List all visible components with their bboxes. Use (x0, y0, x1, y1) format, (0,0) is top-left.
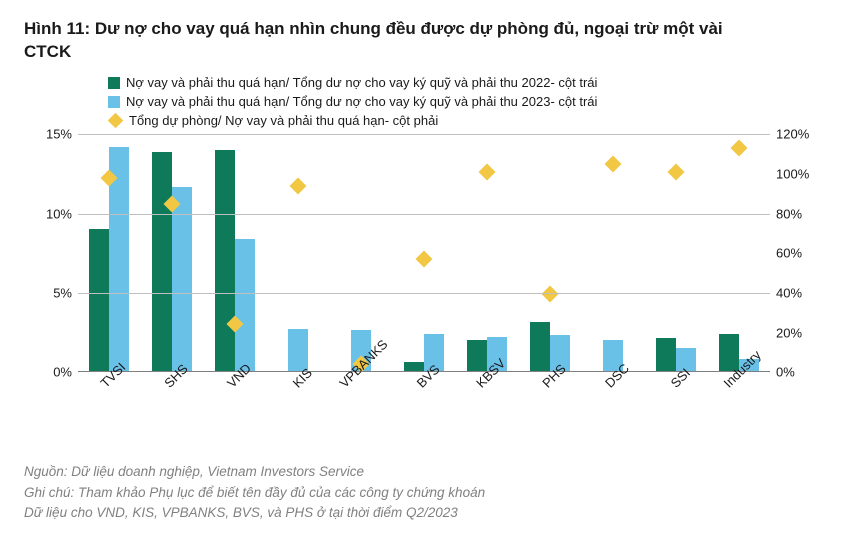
bar-2022 (215, 150, 235, 371)
y-right-tick: 60% (776, 246, 816, 261)
title-line-2: CTCK (24, 42, 71, 61)
plot-area (78, 134, 770, 372)
legend-item-3: Tổng dự phòng/ Nợ vay và phải thu quá hạ… (108, 112, 824, 131)
y-right-tick: 20% (776, 325, 816, 340)
legend-swatch-bar1 (108, 77, 120, 89)
footer-notes: Nguồn: Dữ liệu doanh nghiệp, Vietnam Inv… (24, 462, 485, 523)
x-axis-labels: TVSISHSVNDKISVPBANKSBVSKBSVPHSDSCSSIIndu… (78, 374, 770, 434)
y-left-tick: 15% (32, 127, 72, 142)
marker-diamond (730, 140, 747, 157)
legend-item-2: Nợ vay và phải thu quá hạn/ Tổng dư nợ c… (108, 93, 824, 112)
y-right-tick: 100% (776, 167, 816, 182)
footer-line-3: Dữ liệu cho VND, KIS, VPBANKS, BVS, và P… (24, 503, 485, 523)
marker-diamond (604, 156, 621, 173)
category-industry (707, 134, 770, 371)
y-right-tick: 80% (776, 206, 816, 221)
legend-swatch-bar2 (108, 96, 120, 108)
bar-2022 (152, 152, 172, 372)
chart-title: Hình 11: Dư nợ cho vay quá hạn nhìn chun… (24, 18, 824, 64)
gridline (78, 214, 770, 215)
category-tvsi (78, 134, 141, 371)
legend: Nợ vay và phải thu quá hạn/ Tổng dư nợ c… (108, 74, 824, 131)
y-right-tick: 40% (776, 286, 816, 301)
y-left-tick: 5% (32, 286, 72, 301)
legend-label-1: Nợ vay và phải thu quá hạn/ Tổng dư nợ c… (126, 74, 597, 93)
footer-line-1: Nguồn: Dữ liệu doanh nghiệp, Vietnam Inv… (24, 462, 485, 482)
y-left-tick: 10% (32, 206, 72, 221)
legend-item-1: Nợ vay và phải thu quá hạn/ Tổng dư nợ c… (108, 74, 824, 93)
category-kis (267, 134, 330, 371)
gridline (78, 293, 770, 294)
footer-line-2: Ghi chú: Tham khảo Phụ lục để biết tên đ… (24, 483, 485, 503)
bar-2022 (656, 338, 676, 371)
x-label: KIS (267, 374, 330, 434)
x-label: PHS (518, 374, 581, 434)
bar-2022 (89, 229, 109, 371)
title-line-1: Hình 11: Dư nợ cho vay quá hạn nhìn chun… (24, 19, 723, 38)
marker-diamond (667, 163, 684, 180)
category-dsc (581, 134, 644, 371)
category-vpbanks (330, 134, 393, 371)
x-label: BVS (393, 374, 456, 434)
marker-diamond (290, 177, 307, 194)
x-label: KBSV (455, 374, 518, 434)
legend-swatch-marker (108, 113, 124, 129)
bar-2022 (530, 322, 550, 371)
x-label: DSC (581, 374, 644, 434)
gridline (78, 134, 770, 135)
category-bvs (393, 134, 456, 371)
marker-diamond (478, 163, 495, 180)
bars-container (78, 134, 770, 371)
x-label: VND (204, 374, 267, 434)
category-ssi (644, 134, 707, 371)
marker-diamond (541, 286, 558, 303)
category-vnd (204, 134, 267, 371)
bar-2022 (404, 362, 424, 371)
category-kbsv (455, 134, 518, 371)
y-right-tick: 120% (776, 127, 816, 142)
bar-2023 (235, 239, 255, 372)
x-label: Industry (707, 374, 770, 434)
category-shs (141, 134, 204, 371)
marker-diamond (415, 250, 432, 267)
category-phs (518, 134, 581, 371)
legend-label-3: Tổng dự phòng/ Nợ vay và phải thu quá hạ… (129, 112, 438, 131)
legend-label-2: Nợ vay và phải thu quá hạn/ Tổng dư nợ c… (126, 93, 597, 112)
y-right-tick: 0% (776, 365, 816, 380)
bar-2022 (467, 340, 487, 372)
y-left-tick: 0% (32, 365, 72, 380)
chart-area: 0%5%10%15% 0%20%40%60%80%100%120% TVSISH… (24, 134, 824, 394)
x-label: VPBANKS (330, 374, 393, 434)
x-label: SSI (644, 374, 707, 434)
x-label: TVSI (78, 374, 141, 434)
x-label: SHS (141, 374, 204, 434)
